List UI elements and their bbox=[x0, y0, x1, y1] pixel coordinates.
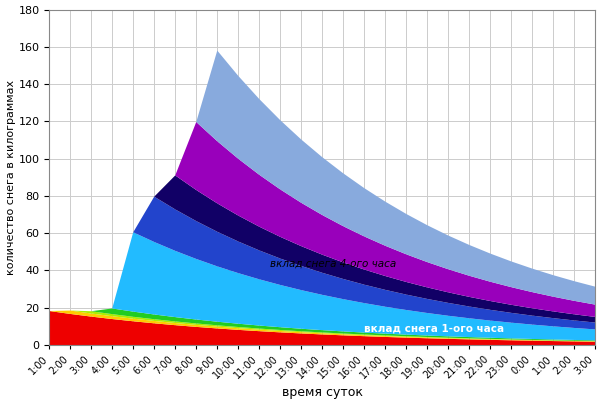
Y-axis label: количество снега в килограммах: количество снега в килограммах bbox=[5, 80, 16, 275]
Text: вклад снега 1-ого часа: вклад снега 1-ого часа bbox=[364, 324, 504, 334]
Text: вклад снега 4-ого часа: вклад снега 4-ого часа bbox=[270, 259, 396, 269]
X-axis label: время суток: время суток bbox=[282, 386, 363, 399]
